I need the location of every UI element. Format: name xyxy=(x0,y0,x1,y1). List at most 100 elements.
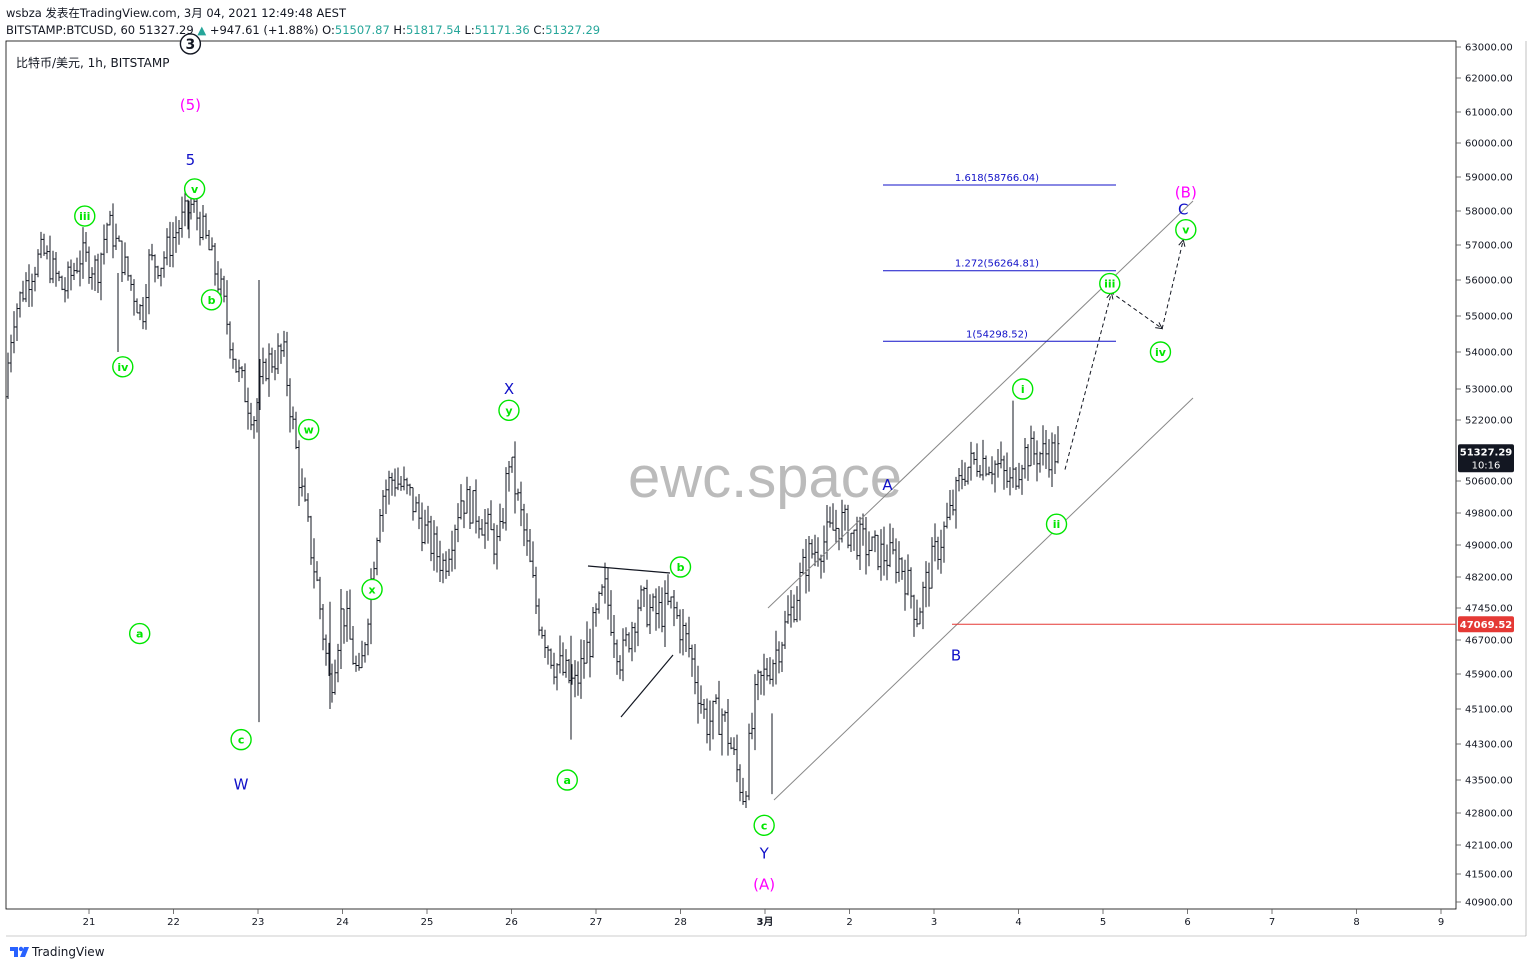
close-value: 51327.29 xyxy=(545,23,601,37)
y-tick-label: 61000.00 xyxy=(1465,108,1513,119)
y-tick-label: 42100.00 xyxy=(1465,841,1513,852)
channel-lower-line xyxy=(773,397,1194,801)
x-tick-label: 2 xyxy=(846,917,852,928)
open-label: O: xyxy=(322,23,335,37)
wave-label: 5 xyxy=(186,151,196,169)
wave-label: A xyxy=(882,476,893,494)
last-price: 51327.29 xyxy=(138,23,194,37)
change-value: +947.61 (+1.88%) xyxy=(209,23,319,37)
y-tick-label: 58000.00 xyxy=(1465,207,1513,218)
wave-label: v xyxy=(191,183,199,196)
projection-path xyxy=(1064,239,1184,470)
wave-label: v xyxy=(1182,224,1190,237)
y-tick-label: 41500.00 xyxy=(1465,870,1513,881)
wave-label: c xyxy=(238,734,245,747)
ohlc-header: BITSTAMP:BTCUSD, 60 51327.29 ▲ +947.61 (… xyxy=(6,23,600,37)
y-tick-label: 44300.00 xyxy=(1465,740,1513,751)
wave-label-circle xyxy=(183,178,206,200)
wave-label: w xyxy=(304,424,314,437)
wave-label: 3 xyxy=(186,37,196,53)
y-tick-label: 42800.00 xyxy=(1465,809,1513,820)
y-tick-label: 49000.00 xyxy=(1465,541,1513,552)
wave-label-circle xyxy=(200,289,223,311)
y-tick-label: 55000.00 xyxy=(1465,312,1513,323)
fib-level-label: 1.272(56264.81) xyxy=(955,259,1039,270)
y-tick-label: 46700.00 xyxy=(1465,636,1513,647)
x-tick-label: 8 xyxy=(1353,917,1359,928)
y-tick-label: 56000.00 xyxy=(1465,276,1513,287)
close-label: C: xyxy=(533,23,546,37)
wave-label: Y xyxy=(759,845,770,863)
wave-label-circle xyxy=(1012,378,1034,400)
wave-label: a xyxy=(136,628,143,641)
wave-label-circle xyxy=(1175,218,1197,241)
pane-title: 比特币/美元, 1h, BITSTAMP xyxy=(16,55,169,70)
support-price-tag xyxy=(1458,616,1514,633)
wave-label: C xyxy=(1178,200,1188,218)
x-tick-label: 24 xyxy=(336,917,349,928)
wave-label: X xyxy=(504,380,514,398)
x-tick-label: 5 xyxy=(1100,917,1106,928)
open-value: 51507.87 xyxy=(334,23,390,37)
y-tick-label: 45100.00 xyxy=(1465,705,1513,716)
x-tick-label: 26 xyxy=(505,917,518,928)
wave-label: x xyxy=(369,583,376,596)
y-tick-label: 60000.00 xyxy=(1465,139,1513,150)
y-tick-label: 59000.00 xyxy=(1465,173,1513,184)
wave-label: (5) xyxy=(180,96,201,114)
wave-label-circle xyxy=(1045,513,1068,535)
tradingview-logo[interactable]: TradingView xyxy=(8,945,105,959)
wave-label: iv xyxy=(117,361,129,374)
y-tick-label: 57000.00 xyxy=(1465,241,1513,252)
tradingview-brand: TradingView xyxy=(32,945,105,959)
x-tick-label: 4 xyxy=(1015,917,1021,928)
high-value: 51817.54 xyxy=(405,23,461,37)
wave-label-circle xyxy=(1099,272,1121,295)
wave-label: c xyxy=(761,819,768,832)
wave-label-circle xyxy=(669,556,692,578)
wave-label-circle xyxy=(1149,341,1172,363)
x-tick-label: 3月 xyxy=(757,916,774,928)
y-tick-label: 53000.00 xyxy=(1465,385,1513,396)
x-tick-label: 23 xyxy=(252,917,265,928)
x-tick-label: 28 xyxy=(674,917,687,928)
last-price-tag xyxy=(1458,444,1514,473)
plot-frame xyxy=(5,40,1457,910)
wave-label: y xyxy=(505,404,512,417)
y-tick-label: 43500.00 xyxy=(1465,776,1513,787)
y-tick-label: 47450.00 xyxy=(1465,604,1513,615)
x-tick-label: 6 xyxy=(1184,917,1190,928)
wave-label-circle xyxy=(230,728,252,751)
y-tick-label: 49800.00 xyxy=(1465,509,1513,520)
wave-label-circle xyxy=(74,205,96,227)
channel-upper-line xyxy=(767,200,1194,609)
y-tick-label: 52200.00 xyxy=(1465,416,1513,427)
symbol-label: BITSTAMP:BTCUSD, 60 xyxy=(6,23,136,37)
fib-level-label: 1(54298.52) xyxy=(966,329,1028,340)
x-tick-label: 25 xyxy=(421,917,434,928)
low-label: L: xyxy=(464,23,475,37)
wave-label-circle xyxy=(298,418,320,441)
triangle-top-line xyxy=(587,565,671,574)
last-price-tag-label: 51327.29 xyxy=(1460,447,1513,458)
x-tick-label: 21 xyxy=(83,917,96,928)
x-tick-label: 9 xyxy=(1438,917,1444,928)
tradingview-logo-icon xyxy=(8,945,29,959)
x-tick-label: 7 xyxy=(1269,917,1275,928)
y-tick-label: 63000.00 xyxy=(1465,43,1513,54)
wave-label: ii xyxy=(1053,518,1061,531)
publish-info: wsbza 发表在TradingView.com, 3月 04, 2021 12… xyxy=(6,6,346,20)
support-price-label: 47069.52 xyxy=(1460,620,1513,631)
fib-level-label: 1.618(58766.04) xyxy=(955,173,1039,184)
wave-label-circle xyxy=(179,33,202,55)
wave-label: b xyxy=(208,294,216,307)
wave-label: B xyxy=(951,647,961,665)
wave-label: W xyxy=(234,776,249,794)
wave-label: iii xyxy=(79,210,90,223)
y-tick-label: 40900.00 xyxy=(1465,898,1513,909)
low-value: 51171.36 xyxy=(474,23,530,37)
y-tick-label: 54000.00 xyxy=(1465,348,1513,359)
y-tick-label: 48200.00 xyxy=(1465,573,1513,584)
watermark: ewc.space xyxy=(628,445,902,510)
